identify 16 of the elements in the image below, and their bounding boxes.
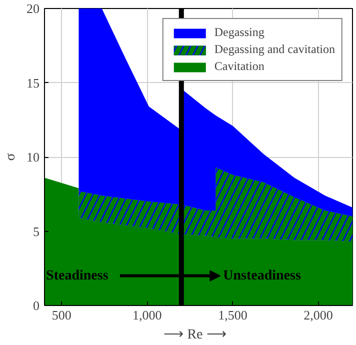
x-axis-title: ⟶ Re ⟶ <box>164 328 226 342</box>
x-tick-label: 500 <box>52 308 72 322</box>
x-tick-label: 1,000 <box>132 308 162 322</box>
annotation: Steadiness <box>46 268 109 284</box>
y-axis-title: σ <box>4 152 18 161</box>
y-tick-label: 0 <box>33 298 40 313</box>
legend-label: Degassing and cavitation <box>214 42 335 57</box>
legend-label: Cavitation <box>214 59 264 74</box>
y-tick-label: 15 <box>26 75 40 90</box>
annotation: Unsteadiness <box>223 268 302 284</box>
x-tick-label: 2,000 <box>304 308 333 322</box>
x-tick-label: 1,500 <box>218 308 248 322</box>
y-tick-label: 5 <box>33 224 40 239</box>
y-tick-label: 10 <box>26 150 40 164</box>
y-tick-label: 20 <box>26 1 40 16</box>
legend-label: Degassing <box>214 25 264 40</box>
